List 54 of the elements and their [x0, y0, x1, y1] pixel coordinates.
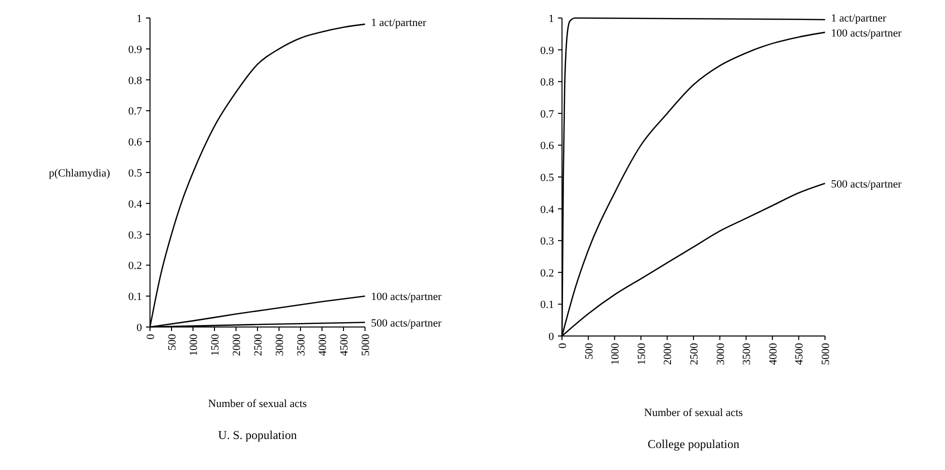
y-tick-label: 0: [136, 322, 142, 334]
x-tick-label: 4500: [794, 342, 806, 365]
y-tick-label: 0.9: [128, 44, 142, 56]
x-tick-label: 3500: [296, 334, 308, 356]
y-axis-title: p(Chlamydia): [48, 168, 110, 180]
y-tick-label: 0.4: [540, 204, 554, 216]
x-tick-label: 2000: [662, 342, 674, 365]
series-label: 1 act/partner: [831, 12, 887, 25]
x-tick-label: 1500: [636, 342, 648, 365]
x-tick-label: 0: [145, 334, 157, 340]
x-tick-label: 0: [557, 342, 569, 348]
y-tick-label: 0.9: [540, 44, 554, 57]
x-tick-label: 2500: [688, 342, 700, 365]
y-tick-label: 0.7: [540, 108, 554, 120]
y-tick-label: 0.3: [128, 229, 142, 242]
y-tick-label: 0.1: [540, 299, 554, 312]
x-tick-label: 1000: [188, 334, 200, 356]
x-tick-label: 5000: [360, 334, 372, 356]
text: U. S. population: [218, 428, 297, 442]
y-tick-label: 0.7: [128, 106, 142, 118]
y-tick-label: 0.8: [540, 76, 554, 89]
y-tick-label: 1: [136, 13, 142, 25]
y-tick-label: 0.3: [540, 236, 554, 248]
series-label: 100 acts/partner: [831, 27, 902, 40]
x-tick-label: 3500: [741, 342, 754, 365]
x-axis-title: Number of sexual acts: [644, 407, 743, 419]
series-label: 100 acts/partner: [371, 291, 442, 304]
series-label: 1 act/partner: [371, 17, 427, 30]
y-tick-label: 0.5: [128, 168, 142, 180]
x-tick-label: 3000: [274, 334, 286, 356]
y-tick-label: 0.6: [128, 136, 142, 149]
x-tick-label: 4500: [338, 334, 350, 356]
x-tick-label: 4000: [767, 342, 780, 365]
x-tick-label: 500: [166, 334, 178, 350]
x-tick-label: 5000: [820, 342, 832, 365]
y-tick-label: 0.6: [540, 140, 554, 152]
x-tick-label: 1000: [610, 342, 622, 365]
x-tick-label: 1500: [210, 334, 222, 356]
y-tick-label: 0.5: [540, 172, 554, 184]
y-tick-label: 0.2: [128, 260, 142, 272]
y-tick-label: 0.4: [128, 198, 142, 210]
x-tick-label: 3000: [714, 342, 727, 365]
x-tick-label: 2500: [252, 334, 264, 356]
x-tick-label: 4000: [317, 334, 329, 356]
y-tick-label: 0.8: [128, 74, 142, 87]
series-label: 500 acts/partner: [831, 178, 902, 190]
x-tick-label: 500: [583, 342, 596, 360]
x-axis-title: Number of sexual acts: [208, 398, 307, 410]
x-tick-label: 2000: [231, 334, 243, 356]
y-tick-label: 0.2: [540, 267, 554, 280]
text: College population: [648, 437, 740, 451]
y-tick-label: 0.1: [128, 291, 142, 304]
y-tick-label: 1: [548, 13, 554, 25]
series-label: 500 acts/partner: [371, 317, 442, 330]
